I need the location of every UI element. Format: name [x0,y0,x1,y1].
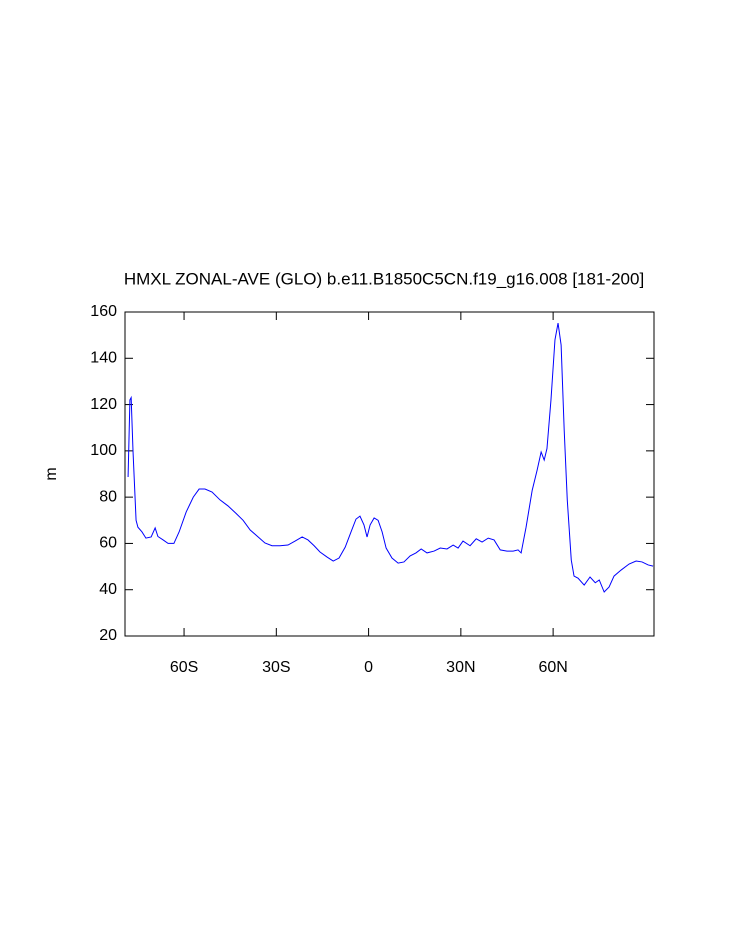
data-line [127,323,654,593]
y-tick-label: 20 [99,627,117,644]
x-tick-label: 30N [446,659,475,676]
x-tick-label: 30S [262,659,290,676]
x-tick-label: 0 [364,659,373,676]
y-tick-label: 40 [99,581,117,598]
x-tick-label: 60N [538,659,567,676]
chart-title: HMXL ZONAL-AVE (GLO) b.e11.B1850C5CN.f19… [124,269,644,288]
y-tick-label: 140 [90,350,117,367]
y-tick-label: 80 [99,488,117,505]
plot-frame [124,311,655,637]
y-tick-label: 60 [99,535,117,552]
x-tick-label: 60S [170,659,198,676]
y-axis-label: m [43,467,60,480]
y-tick-label: 160 [90,303,117,320]
y-tick-label: 100 [90,442,117,459]
y-tick-label: 120 [90,396,117,413]
